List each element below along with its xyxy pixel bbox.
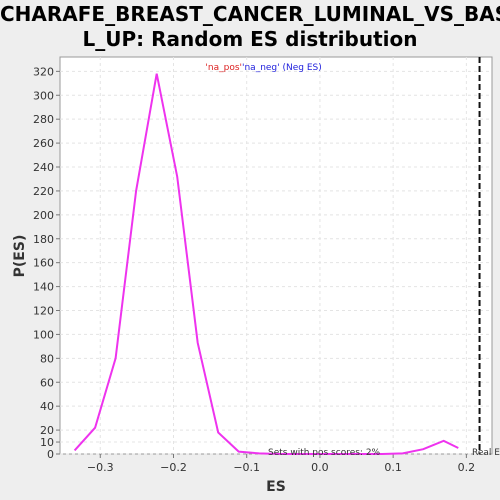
plot-area	[59, 56, 493, 455]
y-axis-label: P(ES)	[12, 235, 28, 278]
y-tick-label: 140	[33, 281, 54, 294]
x-axis-label: ES	[266, 479, 286, 495]
x-tick-label: 0.2	[458, 461, 476, 474]
y-tick-label: 0	[47, 448, 54, 461]
y-tick-label: 260	[33, 137, 54, 150]
y-tick-label: 240	[33, 161, 54, 174]
real-es-label: Real ES	[472, 448, 500, 458]
x-tick-label: 0.0	[311, 461, 329, 474]
x-tick-label: −0.1	[233, 461, 260, 474]
series-layer	[73, 57, 481, 455]
chart-title: CHARAFE_BREAST_CANCER_LUMINAL_VS_BASA L_…	[0, 2, 500, 52]
x-tick-label: 0.1	[384, 461, 402, 474]
legend-neg-label: 'na_neg' (Neg ES)	[242, 63, 322, 73]
y-tick-label: 180	[33, 233, 54, 246]
grid-layer	[60, 57, 492, 455]
y-tick-label: 100	[33, 328, 54, 341]
y-tick-label: 200	[33, 209, 54, 222]
y-tick-label: 160	[33, 257, 54, 270]
x-tick-label: −0.3	[87, 461, 114, 474]
es-distribution-line	[73, 73, 459, 455]
chart-title-line1: CHARAFE_BREAST_CANCER_LUMINAL_VS_BASA	[0, 2, 500, 26]
y-tick-label: 300	[33, 89, 54, 102]
y-tick-label: 280	[33, 113, 54, 126]
y-tick-label: 320	[33, 65, 54, 78]
y-tick-label: 80	[40, 352, 54, 365]
y-tick-label: 40	[40, 400, 54, 413]
annotation-layer: 'na_pos' 'na_neg' (Neg ES) Sets with pos…	[205, 63, 500, 458]
legend-pos-label: 'na_pos'	[205, 63, 242, 73]
y-tick-label: 220	[33, 185, 54, 198]
y-tick-label: 20	[40, 424, 54, 437]
x-tick-label: −0.2	[160, 461, 187, 474]
pos-scores-annotation: Sets with pos scores: 2%	[268, 448, 381, 458]
y-tick-label: 60	[40, 376, 54, 389]
chart-title-line2: L_UP: Random ES distribution	[82, 27, 418, 51]
y-tick-label: 10	[40, 436, 54, 449]
y-tick-label: 120	[33, 305, 54, 318]
